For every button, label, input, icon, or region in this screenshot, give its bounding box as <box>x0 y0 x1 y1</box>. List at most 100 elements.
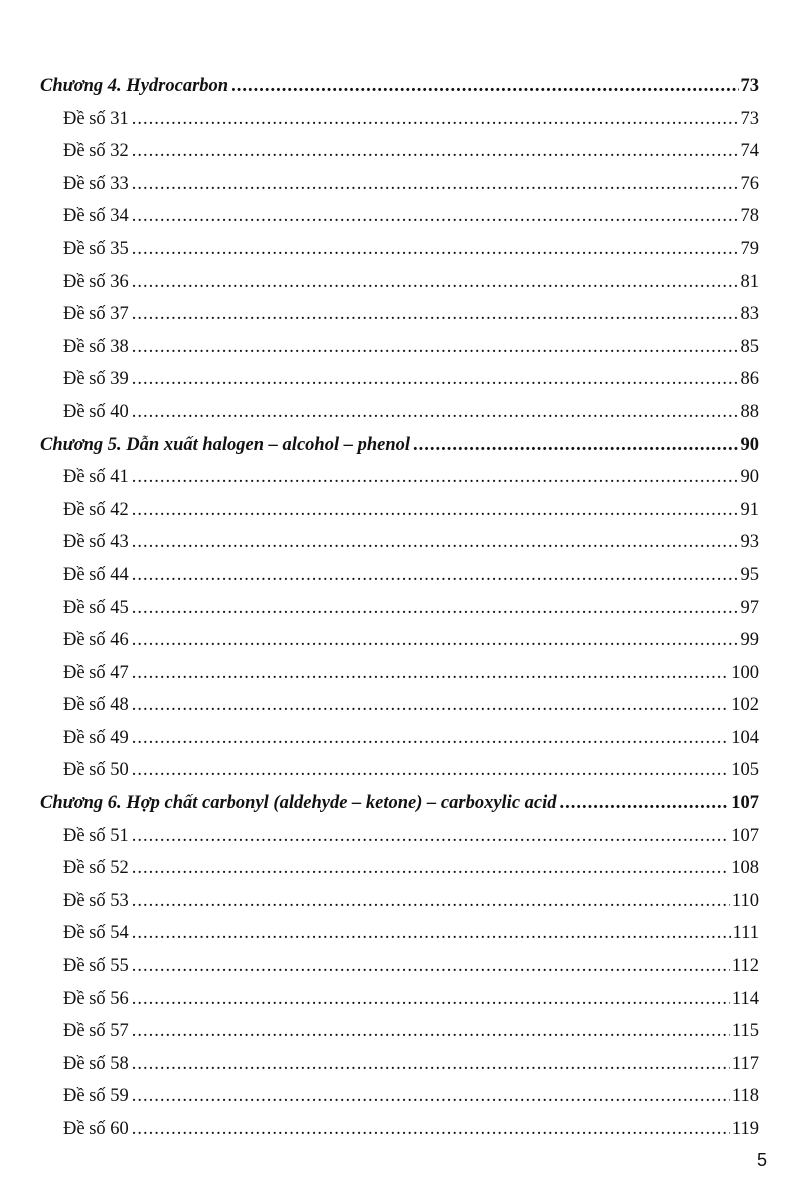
toc-entry: Đề số 31 73 <box>40 103 759 136</box>
dot-leader <box>132 559 739 592</box>
dot-leader <box>132 754 729 787</box>
dot-leader <box>132 331 739 364</box>
toc-entry: Đề số 41 90 <box>40 461 759 494</box>
toc-page: 107 <box>731 793 759 814</box>
toc-page: 86 <box>740 369 760 390</box>
toc-title: Đề số 38 <box>63 336 129 357</box>
toc-page: 78 <box>740 206 760 227</box>
toc-page: 104 <box>731 727 759 748</box>
toc-title: Đề số 37 <box>63 304 129 325</box>
page-number: 5 <box>757 1150 768 1170</box>
dot-leader <box>132 298 739 331</box>
dot-leader <box>132 200 739 233</box>
toc-page: 102 <box>731 695 759 716</box>
toc-page: 105 <box>731 760 759 781</box>
toc-page: 107 <box>731 825 759 846</box>
toc-entry: Đề số 50 105 <box>40 754 759 787</box>
dot-leader <box>132 363 739 396</box>
dot-leader <box>132 885 730 918</box>
toc-entry: Đề số 47 100 <box>40 657 759 690</box>
toc-page: 91 <box>740 499 760 520</box>
toc-entry: Đề số 39 86 <box>40 363 759 396</box>
dot-leader <box>132 266 739 299</box>
toc-entry: Đề số 33 76 <box>40 168 759 201</box>
toc-entry: Đề số 45 97 <box>40 592 759 625</box>
toc-entry: Đề số 32 74 <box>40 135 759 168</box>
toc-title: Đề số 52 <box>63 858 129 879</box>
toc-entry: Đề số 55 112 <box>40 950 759 983</box>
toc-entry: Đề số 35 79 <box>40 233 759 266</box>
toc-page: 83 <box>740 304 760 325</box>
toc-page: 85 <box>740 336 760 357</box>
dot-leader <box>132 1080 730 1113</box>
toc-entry: Đề số 40 88 <box>40 396 759 429</box>
toc-title: Chương 6. Hợp chất carbonyl (aldehyde – … <box>40 793 557 814</box>
toc-chapter: Chương 6. Hợp chất carbonyl (aldehyde – … <box>40 787 759 820</box>
toc-entry: Đề số 59 118 <box>40 1080 759 1113</box>
toc-entry: Đề số 44 95 <box>40 559 759 592</box>
toc-page: 97 <box>740 597 760 618</box>
toc-title: Đề số 51 <box>63 825 129 846</box>
toc-title: Đề số 48 <box>63 695 129 716</box>
toc-title: Đề số 57 <box>63 1021 129 1042</box>
dot-leader <box>132 722 729 755</box>
toc-page: 73 <box>740 108 760 129</box>
toc-title: Đề số 56 <box>63 988 129 1009</box>
toc-page: 99 <box>740 630 760 651</box>
toc-page: 119 <box>731 1119 759 1139</box>
toc-entry: Đề số 49 104 <box>40 722 759 755</box>
dot-leader <box>413 429 738 462</box>
toc-title: Đề số 40 <box>63 401 129 422</box>
toc-page: 100 <box>731 662 759 683</box>
dot-leader <box>132 624 739 657</box>
toc-title: Đề số 45 <box>63 597 129 618</box>
dot-leader <box>132 983 730 1016</box>
toc-title: Đề số 39 <box>63 369 129 390</box>
toc-title: Đề số 33 <box>63 173 129 194</box>
toc-page: 81 <box>740 271 760 292</box>
toc-chapter: Chương 4. Hydrocarbon 73 <box>40 70 759 103</box>
dot-leader <box>132 852 729 885</box>
dot-leader <box>132 396 739 429</box>
toc-page: 79 <box>740 238 760 259</box>
toc-entry: Đề số 58 117 <box>40 1048 759 1081</box>
dot-leader <box>560 787 730 820</box>
toc-title: Chương 4. Hydrocarbon <box>40 76 229 96</box>
toc-entry: Đề số 38 85 <box>40 331 759 364</box>
toc-page: 88 <box>740 401 760 422</box>
dot-leader <box>132 689 729 722</box>
toc-title: Đề số 44 <box>63 564 129 585</box>
toc-title: Đề số 34 <box>63 206 129 227</box>
toc-entry: Đề số 48 102 <box>40 689 759 722</box>
toc-title: Đề số 59 <box>63 1086 129 1107</box>
table-of-contents: Chương 4. Hydrocarbon73Đề số 3173Đề số 3… <box>40 70 759 1146</box>
toc-title: Đề số 36 <box>63 271 129 292</box>
toc-entry: Đề số 43 93 <box>40 526 759 559</box>
toc-entry: Đề số 51 107 <box>40 820 759 853</box>
toc-entry: Đề số 52 108 <box>40 852 759 885</box>
dot-leader <box>132 1015 730 1048</box>
toc-page: 111 <box>732 923 759 944</box>
toc-entry: Đề số 54 111 <box>40 917 759 950</box>
toc-title: Đề số 47 <box>63 662 129 683</box>
toc-title: Đề số 31 <box>63 108 129 129</box>
dot-leader <box>132 820 729 853</box>
dot-leader <box>231 70 738 103</box>
toc-entry: Đề số 42 91 <box>40 494 759 527</box>
toc-chapter: Chương 5. Dẫn xuất halogen – alcohol – p… <box>40 429 759 462</box>
toc-page: 108 <box>731 858 759 879</box>
toc-title: Chương 5. Dẫn xuất halogen – alcohol – p… <box>40 434 411 455</box>
toc-title: Đề số 50 <box>63 760 129 781</box>
toc-page: 74 <box>740 141 760 162</box>
toc-title: Đề số 53 <box>63 890 129 911</box>
toc-title: Đề số 41 <box>63 467 129 488</box>
toc-title: Đề số 54 <box>63 923 129 944</box>
toc-page: 90 <box>740 434 760 455</box>
dot-leader <box>132 461 739 494</box>
toc-page: 90 <box>740 467 760 488</box>
dot-leader <box>132 1048 730 1081</box>
toc-page: 93 <box>740 532 760 553</box>
toc-entry: Đề số 37 83 <box>40 298 759 331</box>
toc-title: Đề số 49 <box>63 727 129 748</box>
toc-page: 110 <box>731 890 759 911</box>
